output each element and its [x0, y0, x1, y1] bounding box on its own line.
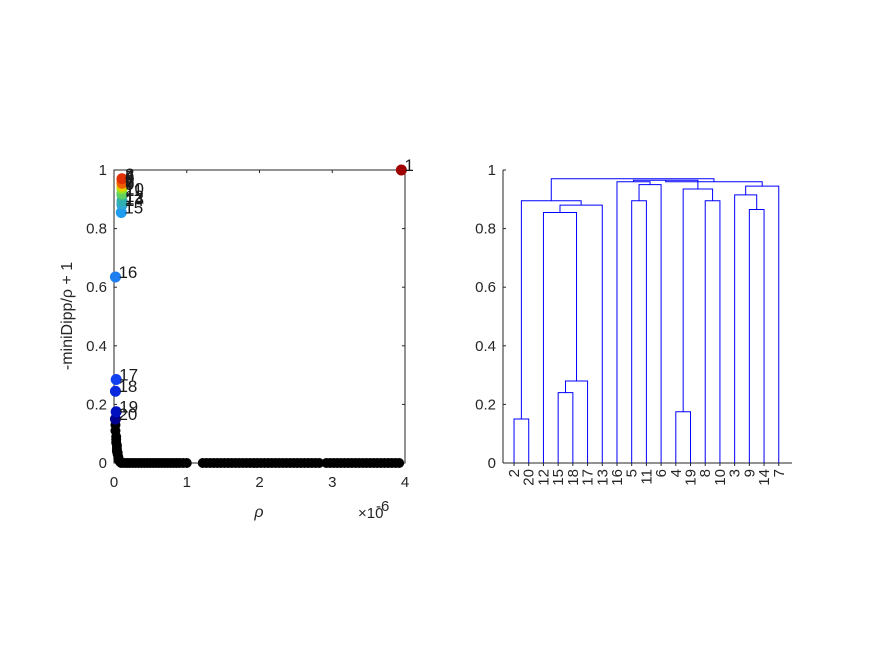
scatter-point-label-20: 20 — [118, 405, 137, 424]
scatter-point-label-18: 18 — [118, 377, 137, 396]
scatter-xlabel: ρ — [253, 504, 263, 521]
dendrogram-leaf-label-11: 11 — [638, 469, 655, 485]
scatter-point-label-14: 14 — [125, 191, 144, 210]
scatter-point-16 — [109, 271, 121, 283]
scatter-point-background — [314, 458, 325, 468]
scatter-panel: 0 1 2 3 400.20.40.60.81 12345678910111213141… — [59, 156, 414, 522]
dendrogram-ytick-label: 0.6 — [475, 279, 496, 296]
scatter-axes-box — [113, 169, 406, 464]
scatter-ylabel: -miniDipp/ρ + 1 — [59, 262, 76, 370]
scatter-exponent-base: ×10 — [358, 505, 383, 522]
scatter-point-label-11: 11 — [125, 181, 143, 200]
scatter-point-label-1: 1 — [404, 156, 413, 175]
scatter-point-18 — [109, 385, 121, 397]
dendrogram-leaf-label-18: 18 — [565, 469, 582, 486]
scatter-point-label-5: 5 — [125, 168, 134, 187]
dendrogram-leaf-label-16: 16 — [609, 469, 626, 486]
scatter-point-label-17: 17 — [119, 365, 138, 384]
dendrogram-ytick-label: 1 — [488, 162, 496, 179]
dendrogram-leaf-label-5: 5 — [624, 469, 641, 477]
scatter-point-2 — [116, 173, 128, 185]
dendrogram-leaf-label-4: 4 — [668, 469, 685, 477]
scatter-point-label-10: 10 — [125, 179, 144, 198]
scatter-point-label-12: 12 — [125, 187, 144, 206]
scatter-point-label-13: 13 — [125, 190, 144, 209]
scatter-point-background — [394, 458, 405, 468]
scatter-point-17 — [110, 373, 122, 385]
dendrogram-leaf-label-19: 19 — [683, 469, 700, 486]
scatter-point-label-16: 16 — [118, 263, 137, 282]
dendrogram-leaf-label-14: 14 — [756, 469, 773, 486]
scatter-xtick-label: 2 — [255, 474, 263, 491]
scatter-ytick-label: 0.4 — [86, 338, 107, 355]
dendrogram-leaf-label-12: 12 — [535, 469, 552, 486]
dendrogram-leaf-label-7: 7 — [771, 469, 788, 477]
scatter-point-label-9: 9 — [125, 175, 134, 194]
scatter-xtick-label: 4 — [401, 474, 409, 491]
dendrogram-leaf-label-15: 15 — [550, 469, 567, 486]
scatter-xtick-label: 0 — [110, 474, 118, 491]
scatter-point-1 — [395, 164, 407, 176]
scatter-point-label-7: 7 — [125, 172, 134, 191]
scatter-ytick-label: 0 — [99, 455, 107, 472]
scatter-point-label-19: 19 — [119, 398, 138, 417]
dendrogram-leaf-label-10: 10 — [712, 469, 729, 486]
scatter-point-label-3: 3 — [125, 169, 134, 188]
dendrogram-link-r — [550, 178, 715, 201]
scatter-ytick-label: 0.2 — [86, 396, 107, 413]
dendrogram-leaf-label-20: 20 — [521, 469, 538, 486]
scatter-ytick-label: 0.8 — [86, 221, 107, 238]
scatter-point-19 — [110, 406, 122, 418]
scatter-point-label-6: 6 — [125, 172, 134, 191]
dendrogram-ytick-label: 0.4 — [475, 338, 496, 355]
dendrogram-ytick-label: 0.2 — [475, 396, 496, 413]
scatter-xtick-label: 1 — [183, 474, 191, 491]
scatter-point-label-2: 2 — [125, 165, 134, 184]
dendrogram-leaf-label-13: 13 — [594, 469, 611, 486]
dendrogram-leaf-label-2: 2 — [506, 469, 523, 477]
dendrogram-leaf-label-3: 3 — [727, 469, 744, 477]
scatter-point-label-15: 15 — [124, 198, 143, 217]
scatter-ytick-label: 1 — [99, 162, 107, 179]
dendrogram-ytick-label: 0 — [488, 455, 496, 472]
scatter-ytick-label: 0.6 — [86, 279, 107, 296]
dendrogram-leaf-label-8: 8 — [697, 469, 714, 477]
dendrogram-leaf-label-9: 9 — [741, 469, 758, 477]
scatter-point-label-4: 4 — [125, 166, 134, 185]
dendrogram-panel: 0 0.2 0.4 0.6 0.8 1 2201215181713165116419810… — [475, 162, 792, 486]
dendrogram-leaf-label-17: 17 — [580, 469, 597, 486]
scatter-point-label-8: 8 — [125, 174, 134, 193]
scatter-xtick-label: 3 — [328, 474, 336, 491]
scatter-exponent-value: -6 — [376, 498, 389, 515]
dendrogram-ytick-label: 0.8 — [475, 221, 496, 238]
dendrogram-leaf-label-6: 6 — [653, 469, 670, 477]
scatter-point-background — [181, 458, 192, 468]
